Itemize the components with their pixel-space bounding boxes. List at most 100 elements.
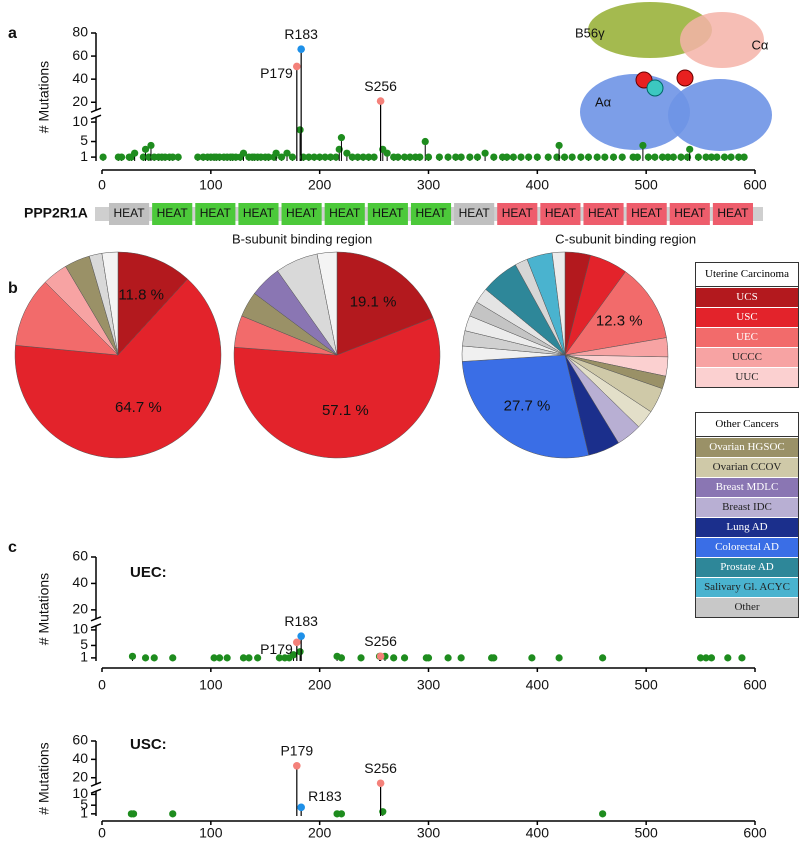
x-tick-label: 300	[417, 177, 441, 193]
heat-domain	[367, 203, 408, 225]
y-axis-label: # Mutations	[36, 573, 52, 645]
mutation-point	[533, 153, 541, 161]
y-tick-label: 1	[80, 649, 88, 665]
axis-break	[90, 107, 102, 113]
heat-label: HEAT	[674, 206, 706, 220]
highlight-point	[293, 761, 301, 770]
mutation-point	[466, 153, 474, 161]
x-tick-label: 500	[634, 677, 658, 693]
y-tick-label: 10	[72, 785, 88, 801]
mutation-point	[584, 153, 593, 161]
x-tick-label: 200	[308, 677, 332, 693]
mutation-point	[720, 153, 729, 161]
heat-label: HEAT	[631, 206, 663, 220]
mutation-point	[194, 153, 202, 161]
structure-a	[668, 79, 772, 151]
highlight-point	[297, 803, 305, 812]
heat-label: HEAT	[717, 206, 749, 220]
pie-slice	[564, 271, 667, 356]
pie-slice	[15, 281, 119, 356]
mutation-point	[702, 153, 710, 161]
legend-item: Ovarian HGSOC	[696, 437, 798, 457]
y-tick-label: 5	[80, 132, 88, 148]
heat-domain	[152, 203, 193, 225]
mutation-point	[560, 153, 569, 161]
legend-group: Other Cancers Ovarian HGSOC Ovarian CCOV Br…	[695, 412, 799, 618]
slice-label: 12.3 %	[596, 312, 643, 329]
heat-domain	[324, 203, 365, 225]
heat-domain	[238, 203, 279, 225]
mutation-point	[150, 654, 158, 662]
mutation-point	[424, 153, 433, 161]
mutation-point	[245, 654, 253, 662]
mutation-point	[370, 153, 378, 161]
mutation-point	[555, 654, 563, 662]
mutation-point	[694, 153, 703, 161]
mutation-point	[577, 153, 585, 161]
legend-item: UCCC	[696, 347, 798, 367]
structure-c	[680, 12, 764, 68]
highlight-point	[293, 638, 301, 647]
mutation-point	[316, 153, 324, 161]
x-tick-label: 300	[417, 677, 441, 693]
structure-site	[646, 79, 664, 97]
x-tick-label: 200	[308, 825, 332, 841]
mutation-point	[394, 153, 402, 161]
mutation-point	[421, 137, 429, 146]
x-tick-label: 600	[743, 177, 767, 193]
x-tick-label: 500	[634, 825, 658, 841]
mutation-point	[416, 153, 424, 161]
pie-slice	[336, 251, 434, 356]
y-tick-label: 20	[72, 768, 88, 784]
mutation-point	[555, 141, 563, 150]
mutation-point	[239, 149, 248, 157]
y-tick-label: 1	[80, 805, 88, 821]
y-tick-label: 5	[80, 636, 88, 652]
mutation-point	[400, 153, 409, 161]
highlight-point	[297, 45, 305, 53]
mutation-point	[669, 153, 677, 161]
pie-slice	[14, 278, 222, 459]
y-tick-label: 80	[72, 24, 88, 40]
mutation-point	[169, 654, 177, 662]
legend-item: Ovarian CCOV	[696, 457, 798, 477]
mutation-point	[169, 810, 177, 818]
mutation-point	[735, 153, 743, 161]
x-tick-label: 400	[526, 825, 550, 841]
heat-label: HEAT	[200, 206, 232, 220]
structure-site	[676, 69, 694, 87]
mutation-point	[264, 153, 273, 161]
heat-domain	[109, 203, 150, 225]
slice-label: 11.8 %	[118, 286, 164, 303]
heat-label: HEAT	[588, 206, 620, 220]
y-tick-label: 1	[80, 148, 88, 164]
x-tick-label: 0	[98, 177, 106, 193]
x-tick-label: 400	[526, 177, 550, 193]
mutation-point	[490, 654, 498, 662]
x-tick-label: 0	[98, 677, 106, 693]
x-tick-label: 300	[417, 825, 441, 841]
legend-item: Breast MDLC	[696, 477, 798, 497]
mutation-point	[131, 149, 139, 157]
legend-item: Other	[696, 597, 798, 617]
heat-label: HEAT	[502, 206, 534, 220]
mutation-point	[254, 654, 262, 662]
highlight-point	[376, 779, 385, 788]
mutation-point	[599, 654, 607, 662]
x-tick-label: 0	[98, 825, 106, 841]
legend-item: UUC	[696, 367, 798, 387]
mutation-point	[568, 153, 576, 161]
mutation-point	[457, 654, 465, 662]
mutation-point	[348, 153, 356, 161]
mutation-point	[738, 654, 746, 662]
heat-domain	[583, 203, 624, 225]
pie-slice	[233, 317, 441, 459]
mutation-point	[639, 141, 647, 150]
mutation-point	[528, 654, 536, 662]
structure-a	[580, 74, 690, 150]
y-axis-label: # Mutations	[36, 742, 52, 814]
legend-group: Uterine Carcinoma UCS USC UEC UCCC UUC	[695, 262, 799, 388]
pie-slice	[461, 354, 590, 459]
legend-item: Prostate AD	[696, 557, 798, 577]
